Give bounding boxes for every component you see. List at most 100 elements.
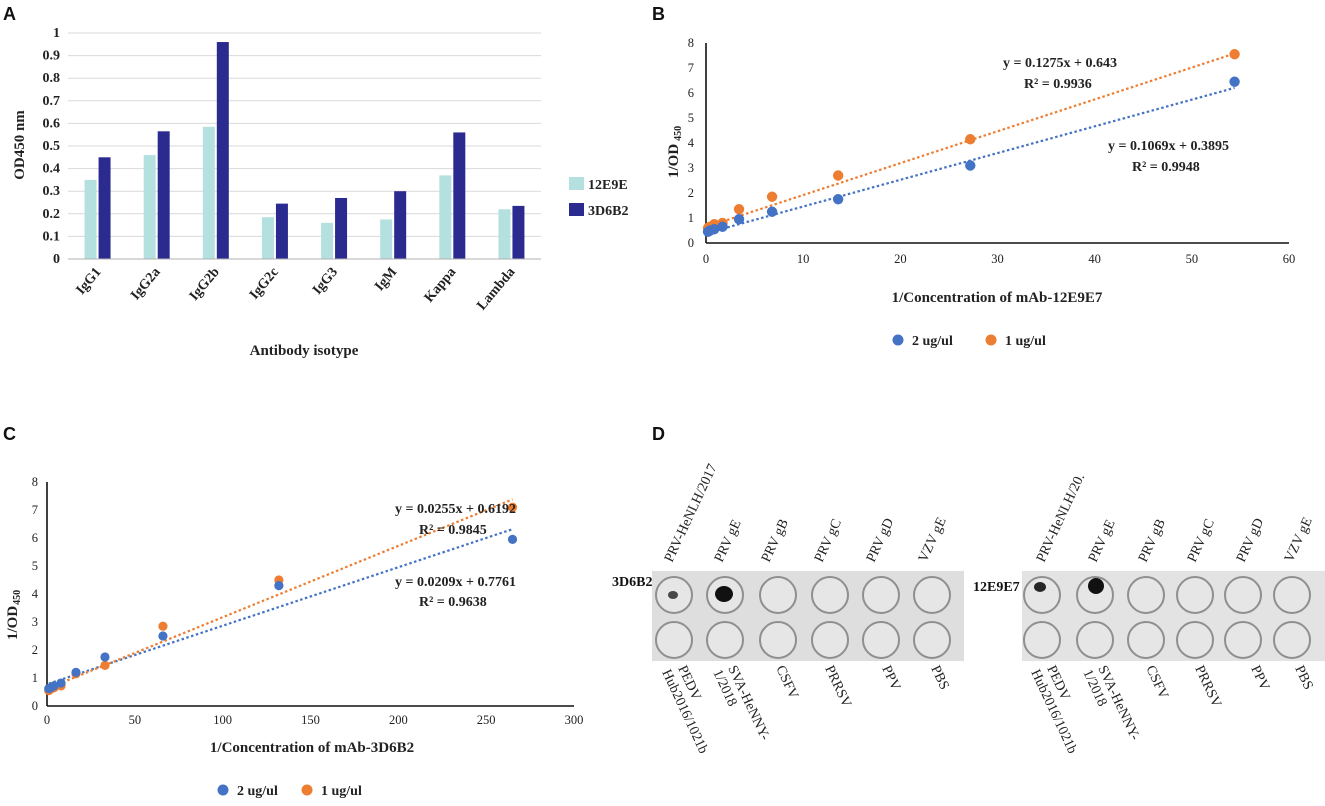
d-left-membrane — [652, 571, 964, 661]
panel-b-r2-orange: R² = 0.9936 — [1024, 77, 1092, 92]
y-tick-label: 7 — [688, 61, 694, 75]
d-left-top-label-prv-ge: PRV gE — [712, 518, 745, 565]
panel-c-x-title: 1/Concentration of mAb-3D6B2 — [210, 740, 414, 756]
blot-well — [1023, 621, 1061, 659]
panel-c-letter: C — [3, 424, 16, 444]
bar-3D6B2-IgG2b — [216, 42, 229, 259]
panel-c-x-ticks: 0 50 100 150 200 250 300 — [44, 713, 584, 727]
panel-b-points — [702, 49, 1240, 237]
panel-a-x-ticks: IgG1 IgG2a IgG2b IgG2c IgG3 IgM Kappa Lambda — [74, 265, 519, 314]
point-2 ug/ul — [274, 581, 284, 591]
x-tick-label: 10 — [797, 252, 810, 266]
d-right-row-label-12E9E7: 12E9E7 — [973, 580, 1020, 595]
bar-3D6B2-IgG1 — [98, 157, 111, 259]
point-1 ug/ul — [965, 134, 976, 145]
d-right-bottom-prrsv: PRRSV — [1191, 663, 1223, 710]
d-left-wells — [655, 576, 951, 659]
bar-12E9E-IgG2c — [261, 217, 274, 259]
panel-b-legend-marker-1ug — [985, 334, 997, 346]
y-tick-label: 0.7 — [43, 94, 61, 109]
d-right-top-label-prv-ge: PRV gE — [1086, 518, 1119, 565]
panel-c-eq-orange: y = 0.0255x + 0.6192 — [395, 502, 516, 517]
d-left-bottom-ppv: PPV — [878, 663, 902, 693]
y-tick-label: 6 — [32, 531, 38, 545]
panel-b-x-title: 1/Concentration of mAb-12E9E7 — [892, 290, 1103, 306]
y-tick-label: 2 — [32, 643, 38, 657]
point-1 ug/ul — [733, 204, 745, 215]
y-tick-label: 1 — [53, 26, 60, 41]
x-tick-label: 300 — [565, 713, 584, 727]
panel-a-bars — [84, 42, 525, 259]
point-1 ug/ul — [1229, 49, 1240, 60]
panel-c-r2-orange: R² = 0.9845 — [419, 523, 487, 538]
point-2 ug/ul — [717, 221, 728, 232]
y-tick-label: 0.2 — [43, 207, 61, 222]
bar-3D6B2-Lambda — [512, 205, 525, 259]
panel-c-legend-label-2ug: 2 ug/ul — [237, 784, 278, 799]
x-tick-label: 150 — [301, 713, 320, 727]
d-right-top-label-prv-gb: PRV gB — [1136, 517, 1169, 565]
blot-well — [1224, 576, 1262, 614]
bar-12E9E-IgG3 — [321, 222, 334, 259]
panel-b-scatter-chart: 0 1 2 3 4 5 6 7 8 0 10 20 30 40 50 60 1/OD450 1/Concen… — [666, 36, 1295, 349]
y-tick-label: 3 — [32, 615, 38, 629]
blot-spot — [1088, 578, 1104, 594]
x-tick-label: 40 — [1088, 252, 1101, 266]
panel-b-legend-marker-2ug — [892, 334, 904, 346]
blot-well — [913, 576, 951, 614]
bar-12E9E-IgG2a — [143, 155, 156, 259]
d-left-top-label-prv-gd: PRV gD — [864, 516, 897, 564]
x-tick-label: 50 — [1186, 252, 1199, 266]
y-tick-label: 0.9 — [43, 49, 61, 64]
x-tick-label: 30 — [991, 252, 1004, 266]
y-tick-label: 4 — [688, 136, 695, 150]
bar-12E9E-IgM — [380, 219, 393, 259]
point-2 ug/ul — [965, 160, 976, 171]
trendline-2 ug/ul — [48, 528, 513, 685]
y-tick-label: 0.3 — [43, 184, 61, 199]
panel-b-legend-label-2ug: 2 ug/ul — [912, 334, 953, 349]
d-right-top-label-vzv-ge: VZV gE — [1282, 515, 1316, 564]
blot-well — [1273, 621, 1311, 659]
d-left-top-label-vzv-ge: VZV gE — [916, 515, 950, 564]
y-tick-label: 0 — [53, 252, 60, 267]
panel-a-legend-label-12E9E: 12E9E — [588, 178, 628, 193]
y-tick-label: 1 — [32, 671, 38, 685]
y-tick-label: 7 — [32, 503, 38, 517]
blot-well — [811, 576, 849, 614]
panel-a-legend-swatch-3D6B2 — [569, 203, 584, 216]
x-tick-label: 20 — [894, 252, 907, 266]
panel-a-bar-chart: 00.10.20.30.40.50.60.70.80.91 IgG1 IgG2a I… — [12, 26, 628, 359]
panel-d-dot-blot: PRV-HeNLH/2017 PRV gE PRV gB PRV gC PRV … — [612, 462, 1325, 756]
y-tick-label: 4 — [32, 587, 39, 601]
bar-3D6B2-IgG3 — [335, 197, 348, 259]
d-right-wells — [1023, 576, 1311, 659]
point-1 ug/ul — [158, 621, 168, 631]
panel-b-y-title: 1/OD450 — [666, 126, 684, 178]
y-tick-label: 1 — [688, 211, 694, 225]
panel-c-legend-marker-1ug — [301, 784, 313, 796]
point-1 ug/ul — [766, 191, 778, 202]
blot-well — [862, 621, 900, 659]
d-left-top-label-prv-gc: PRV gC — [812, 517, 845, 565]
blot-well — [1273, 576, 1311, 614]
d-right-bottom-pbs: PBS — [1291, 663, 1315, 692]
point-2 ug/ul — [733, 214, 745, 225]
blot-well — [1076, 621, 1114, 659]
blot-well — [1176, 576, 1214, 614]
panel-c-y-title: 1/OD450 — [5, 590, 23, 640]
y-tick-label: 5 — [32, 559, 38, 573]
x-tick-label: 200 — [389, 713, 408, 727]
blot-well — [759, 621, 797, 659]
x-tick-label-IgM: IgM — [372, 265, 400, 294]
x-tick-label-Lambda: Lambda — [475, 265, 519, 313]
point-2 ug/ul — [766, 206, 778, 217]
point-1 ug/ul — [832, 170, 844, 181]
d-left-bottom-csfv: CSFV — [772, 663, 800, 701]
bar-12E9E-IgG1 — [84, 179, 97, 259]
d-left-bottom-pbs: PBS — [927, 663, 951, 692]
x-tick-label-IgG3: IgG3 — [310, 265, 341, 298]
panel-c-scatter-chart: 0 1 2 3 4 5 6 7 8 0 50 100 150 200 250 300 1/OD450 1/C… — [5, 475, 583, 799]
x-tick-label-IgG2c: IgG2c — [247, 265, 282, 303]
